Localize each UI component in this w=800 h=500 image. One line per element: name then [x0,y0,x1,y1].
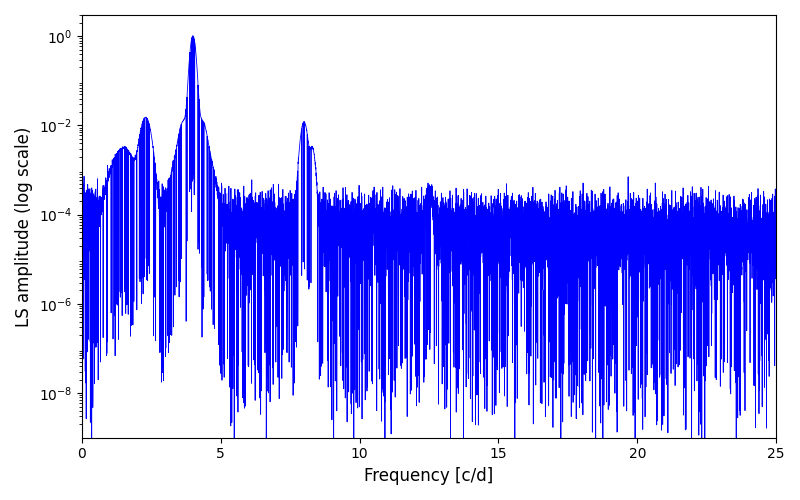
Y-axis label: LS amplitude (log scale): LS amplitude (log scale) [15,126,33,326]
X-axis label: Frequency [c/d]: Frequency [c/d] [364,467,494,485]
